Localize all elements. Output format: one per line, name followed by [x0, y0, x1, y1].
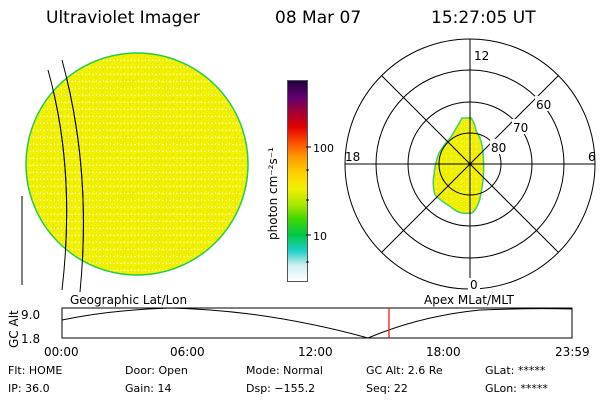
geographic-image	[21, 52, 249, 293]
status-dsp: Dsp: −155.2	[246, 382, 316, 395]
auroral-oval	[432, 117, 485, 215]
altitude-curve	[61, 307, 573, 339]
colorbar-gradient	[288, 81, 307, 281]
altitude-xtick: 00:00	[44, 345, 79, 359]
status-glon: GLon: *****	[485, 382, 548, 395]
status-gc-alt: GC Alt: 2.6 Re	[366, 364, 443, 377]
status-mode: Mode: Normal	[246, 364, 323, 377]
longitude-line	[61, 59, 84, 293]
altitude-ytick: 1.8	[21, 332, 40, 346]
status-glat: GLat: *****	[485, 364, 546, 377]
altitude-ylabel: GC Alt	[7, 310, 21, 348]
mlat-label: 80	[491, 141, 506, 155]
mlat-label: 70	[513, 121, 528, 135]
observation-time: 15:27:05 UT	[431, 8, 536, 28]
colorbar-tick-label: 100	[313, 142, 334, 155]
mlt-label-noon: 12	[474, 49, 489, 63]
geographic-caption: Geographic Lat/Lon	[70, 293, 188, 307]
mlat-label: 60	[536, 98, 551, 112]
status-door: Door: Open	[125, 364, 188, 377]
status-gain: Gain: 14	[125, 382, 172, 395]
altitude-ytick: 9.0	[21, 308, 40, 322]
instrument-title: Ultraviolet Imager	[46, 8, 200, 28]
mlt-meridian	[381, 75, 559, 253]
polar-caption: Apex MLat/MLT	[424, 293, 514, 307]
mlt-label-dusk: 18	[345, 150, 360, 164]
colorbar-tick-label: 10	[313, 230, 327, 243]
geographic-disc	[25, 52, 249, 276]
altitude-xtick: 23:59	[555, 345, 590, 359]
svg-text:photon cm⁻²s⁻¹: photon cm⁻²s⁻¹	[266, 147, 280, 240]
mlt-label-dawn: 6	[588, 150, 596, 164]
colorbar-axis: 100 10	[306, 142, 334, 263]
status-seq: Seq: 22	[366, 382, 408, 395]
altitude-xtick: 12:00	[298, 345, 333, 359]
altitude-panel: GC Alt 9.0 1.8	[7, 307, 573, 348]
observation-date: 08 Mar 07	[275, 8, 362, 28]
status-flt: Flt: HOME	[8, 364, 63, 377]
altitude-xtick: 18:00	[426, 345, 461, 359]
colorbar	[287, 80, 308, 282]
altitude-xtick: 06:00	[170, 345, 205, 359]
colorbar-label: photon cm⁻²s⁻¹	[266, 147, 280, 240]
longitude-line	[47, 69, 68, 291]
altitude-plot-frame	[61, 307, 573, 339]
mlt-label-midnight: 0	[470, 278, 478, 292]
status-ip: IP: 36.0	[8, 382, 50, 395]
polar-plot: 12 0 18 6 60 70 80	[344, 38, 596, 293]
